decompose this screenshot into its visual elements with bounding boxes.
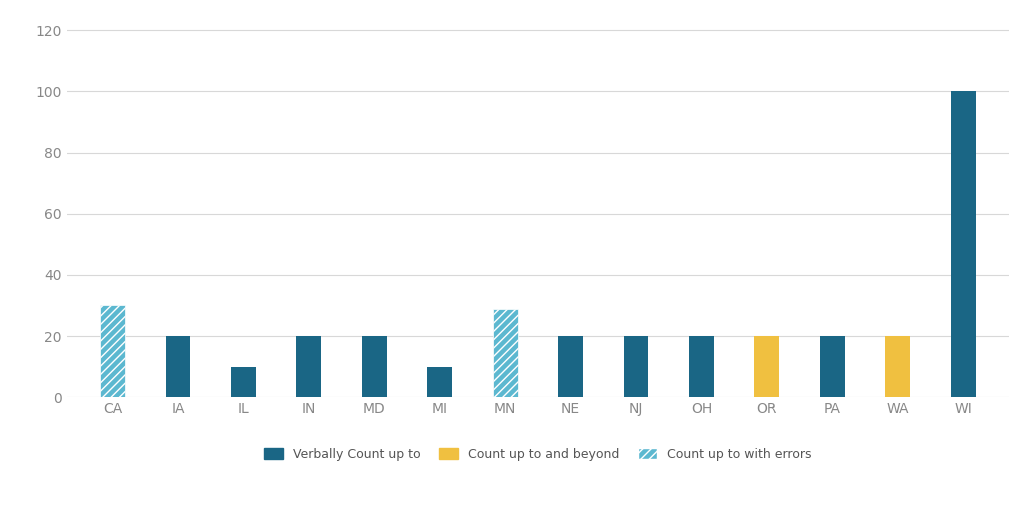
Bar xyxy=(493,308,517,397)
Bar xyxy=(755,336,779,397)
Bar xyxy=(558,336,583,397)
Bar xyxy=(361,336,387,397)
Bar xyxy=(820,336,845,397)
Bar xyxy=(755,336,779,397)
Bar xyxy=(689,336,714,397)
Legend: Verbally Count up to, Count up to and beyond, Count up to with errors: Verbally Count up to, Count up to and be… xyxy=(258,442,818,467)
Bar xyxy=(427,367,453,397)
Bar xyxy=(624,336,648,397)
Bar xyxy=(231,367,256,397)
Bar xyxy=(100,305,125,397)
Bar xyxy=(886,336,910,397)
Bar xyxy=(296,336,322,397)
Bar xyxy=(166,336,190,397)
Bar xyxy=(950,92,976,397)
